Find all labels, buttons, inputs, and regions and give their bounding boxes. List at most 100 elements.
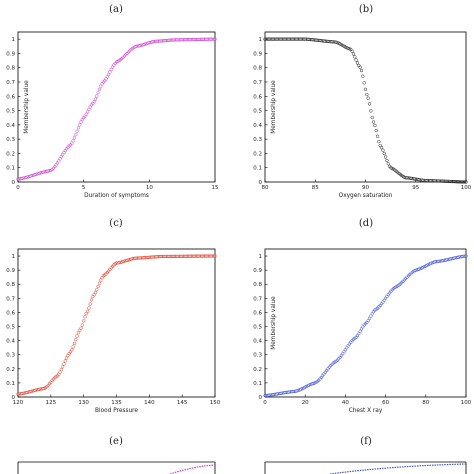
x-tick-label: 145	[177, 400, 188, 406]
data-point	[367, 102, 372, 106]
y-tick-label: 1	[259, 254, 263, 260]
data-point	[64, 356, 69, 360]
chart-panel-a: 0 5 10 15 0 0.1 0.2 0.3 0.4 0.5 0.6 0.7 0.8 0.9 1 Durat…	[6, 31, 219, 199]
data-point	[354, 58, 358, 62]
chart-panel-f-partial	[264, 461, 467, 474]
y-tick-label: 0.4	[253, 339, 262, 345]
y-tick-label: 0.4	[6, 123, 15, 129]
data-point	[464, 254, 468, 258]
data-point	[61, 152, 65, 157]
x-axis-label: Chest X ray	[349, 408, 383, 414]
data-point	[87, 107, 91, 111]
y-tick-label: 0.6	[6, 310, 15, 316]
x-axis-label: Duration of symptoms	[84, 193, 149, 199]
y-axis-label: Membership value	[271, 296, 277, 350]
data-point	[80, 323, 85, 327]
data-point	[99, 84, 103, 89]
data-point	[382, 151, 386, 156]
data-point	[464, 180, 468, 184]
y-tick-label: 0.1	[6, 381, 15, 387]
x-tick-label: 140	[144, 400, 155, 406]
data-point	[351, 52, 356, 56]
y-tick-label: 0.8	[253, 66, 262, 72]
data-point	[374, 128, 378, 133]
data-point	[85, 110, 90, 114]
data-point	[343, 348, 348, 352]
data-point	[74, 338, 78, 342]
data-point	[63, 359, 67, 363]
caption-b: (b)	[359, 4, 373, 15]
data-point	[76, 126, 81, 130]
data-point	[345, 346, 349, 350]
data-point	[95, 94, 99, 98]
y-tick-label: 0.4	[6, 339, 15, 345]
x-tick-label: 0	[16, 185, 20, 191]
y-tick-label: 0.1	[253, 166, 262, 172]
y-tick-label: 0	[259, 395, 263, 401]
chart-panel-b: 80 85 90 95 100 0 0.1 0.2 0.3 0.4 0.5 0.6 0.7 0.8 0.9 1…	[253, 31, 472, 199]
data-point	[353, 55, 357, 59]
x-tick-label: 125	[46, 400, 57, 406]
data-point	[375, 134, 380, 138]
data-point	[71, 345, 75, 349]
data-point	[342, 350, 346, 354]
data-point	[88, 302, 92, 306]
x-tick-label: 80	[262, 185, 269, 191]
chart-panel-e-partial	[17, 461, 216, 474]
data-point	[74, 133, 78, 137]
data-point	[355, 61, 360, 65]
y-tick-label: 0.3	[6, 353, 15, 359]
data-point	[371, 120, 376, 124]
x-axis-label: Oxygen saturation	[339, 193, 393, 199]
chart-panel-d: 0 20 40 60 80 100 0 0.1 0.2 0.3 0.4 0.5 0.6 0.7 0.8 0.9…	[253, 248, 472, 414]
y-tick-label: 0.2	[253, 151, 262, 157]
data-point	[92, 99, 96, 104]
data-point	[362, 81, 366, 85]
data-point	[93, 97, 98, 101]
y-tick-label: 0.2	[253, 367, 262, 373]
data-point	[70, 348, 74, 352]
x-tick-label: 0	[263, 400, 267, 406]
data-point	[365, 92, 369, 97]
data-point	[87, 306, 91, 310]
y-tick-label: 0.5	[253, 325, 262, 331]
plot-frame	[17, 248, 216, 398]
x-tick-label: 15	[212, 185, 219, 191]
x-tick-label: 85	[312, 185, 319, 191]
data-point	[58, 370, 62, 374]
y-tick-label: 0.6	[253, 310, 262, 316]
caption-d: (d)	[359, 218, 373, 229]
data-point	[385, 158, 389, 163]
y-tick-label: 0.5	[6, 325, 15, 331]
data-point	[79, 326, 83, 330]
data-point	[61, 365, 65, 369]
caption-c: (c)	[109, 218, 123, 229]
y-tick-label: 0.8	[6, 66, 15, 72]
data-point	[96, 91, 100, 95]
x-tick-label: 120	[13, 400, 24, 406]
x-tick-label: 100	[461, 400, 472, 406]
data-point	[96, 284, 100, 289]
data-point	[212, 37, 216, 41]
x-tick-label: 60	[382, 400, 389, 406]
y-tick-label: 0.3	[6, 137, 15, 143]
data-point	[350, 49, 354, 54]
data-point	[359, 68, 364, 73]
y-tick-label: 0.7	[6, 296, 15, 302]
plot-frame	[17, 31, 216, 183]
y-tick-label: 0.6	[253, 94, 262, 100]
x-tick-label: 95	[412, 185, 419, 191]
x-tick-label: 40	[342, 400, 349, 406]
data-point	[108, 70, 112, 74]
y-tick-label: 0.2	[6, 367, 15, 373]
x-tick-label: 135	[111, 400, 122, 406]
data-point	[377, 140, 381, 144]
y-tick-label: 0.3	[253, 137, 262, 143]
data-point	[99, 278, 103, 282]
y-tick-label: 0.9	[253, 268, 262, 274]
y-tick-label: 1	[12, 37, 16, 43]
data-point	[373, 123, 377, 128]
y-tick-label: 0.7	[253, 80, 262, 86]
data-point	[47, 169, 52, 173]
